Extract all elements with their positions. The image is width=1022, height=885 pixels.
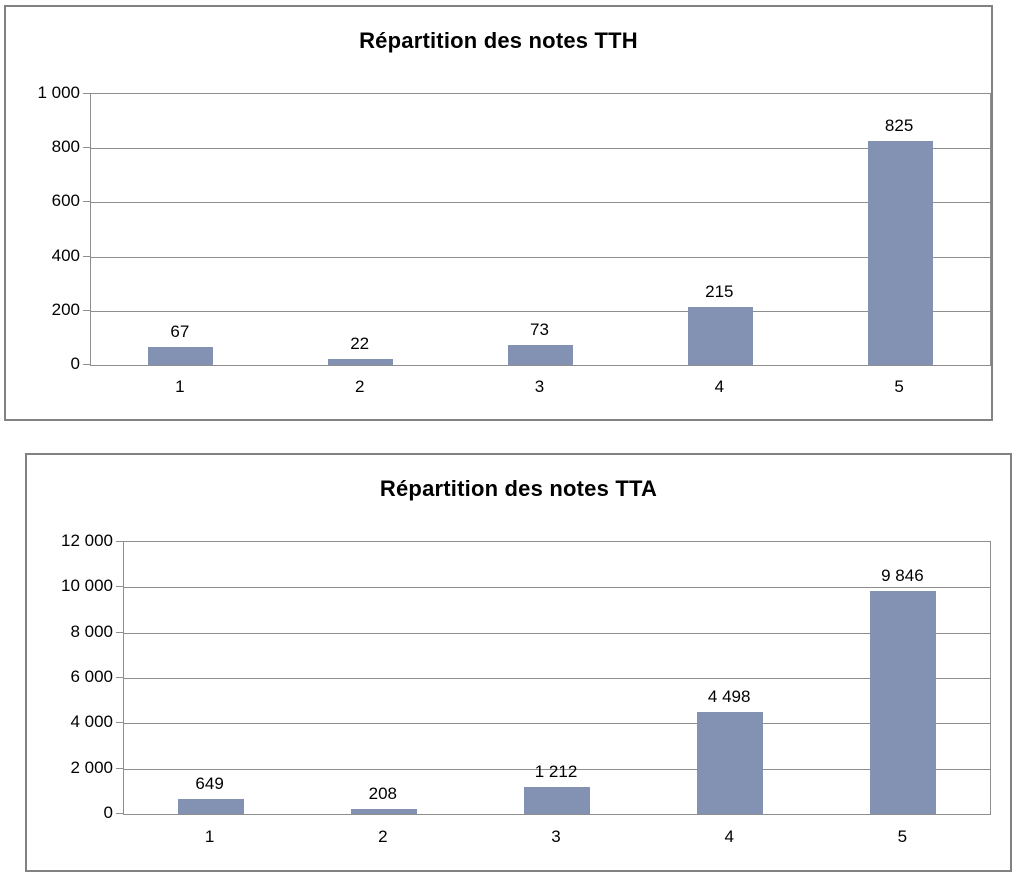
bar (148, 347, 213, 365)
gridline (124, 769, 990, 770)
bar-value-label: 215 (705, 282, 734, 301)
category-label: 1 (175, 377, 185, 396)
bar (524, 787, 590, 814)
gridline (91, 311, 990, 312)
bar (351, 809, 417, 814)
gridline (91, 202, 990, 203)
bar-value-label: 208 (368, 784, 397, 803)
y-tick-label: 600 (51, 191, 80, 210)
bar-value-label: 67 (170, 322, 190, 341)
y-tick-label: 0 (70, 354, 80, 373)
chart-panel-tth: Répartition des notes TTH 1 000 800 600 400… (4, 5, 993, 421)
y-tick-mark (83, 310, 90, 311)
y-tick-mark (83, 93, 90, 94)
bar-value-label: 649 (195, 774, 224, 793)
bar-value-label: 22 (350, 334, 370, 353)
bar-value-label: 73 (530, 320, 549, 339)
bar (697, 712, 763, 814)
y-tick-mark (116, 541, 123, 542)
bar-value-label: 825 (884, 116, 914, 135)
category-label: 2 (378, 827, 388, 846)
category-label: 1 (204, 827, 215, 846)
category-label: 2 (354, 377, 365, 396)
y-tick-label: 200 (51, 300, 80, 319)
y-tick-label: 400 (51, 246, 80, 265)
gridline (124, 633, 990, 634)
category-label: 5 (894, 377, 904, 396)
chart-panel-tta: Répartition des notes TTA 12 000 10 000 8 … (25, 453, 1012, 872)
y-tick-mark (83, 364, 90, 365)
plot-area (90, 93, 991, 366)
y-tick-label: 4 000 (70, 712, 113, 731)
y-tick-mark (116, 677, 123, 678)
gridline (91, 148, 990, 149)
bar-chart-tta: 12 000 10 000 8 000 6 000 4 000 2 000 0 649 1 208… (27, 455, 1010, 870)
bar-value-label: 4 498 (707, 687, 751, 706)
category-label: 5 (897, 827, 908, 846)
category-label: 3 (534, 377, 545, 396)
y-tick-mark (83, 256, 90, 257)
bar (178, 799, 244, 814)
y-tick-label: 0 (103, 803, 113, 822)
bar (328, 359, 393, 365)
chart-title-tth: Répartition des notes TTH (359, 28, 638, 53)
chart-title-tta: Répartition des notes TTA (379, 476, 658, 501)
y-tick-mark (116, 813, 123, 814)
plot-area (123, 541, 991, 815)
category-label: 3 (551, 827, 561, 846)
y-tick-mark (116, 632, 123, 633)
bar (508, 345, 573, 365)
category-label: 4 (724, 827, 734, 846)
y-tick-mark (116, 722, 123, 723)
gridline (124, 678, 990, 679)
bar-value-label: 9 846 (881, 566, 924, 585)
bar (870, 591, 936, 814)
y-tick-label: 8 000 (70, 622, 113, 641)
y-tick-label: 2 000 (70, 758, 113, 777)
y-tick-label: 12 000 (61, 531, 113, 550)
gridline (124, 723, 990, 724)
y-tick-label: 1 000 (37, 83, 80, 102)
bar (868, 141, 933, 365)
y-tick-mark (83, 201, 90, 202)
category-label: 4 (714, 377, 725, 396)
gridline (124, 587, 990, 588)
bar (688, 307, 753, 365)
bar-chart-tth: 1 000 800 600 400 200 0 67 1 22 2 73 3 215 4 825 5 (6, 7, 991, 419)
y-tick-mark (116, 586, 123, 587)
y-tick-label: 800 (51, 137, 80, 156)
y-tick-label: 6 000 (70, 667, 113, 686)
y-tick-label: 10 000 (61, 576, 113, 595)
y-tick-mark (83, 147, 90, 148)
gridline (91, 257, 990, 258)
bar-value-label: 1 212 (534, 762, 578, 781)
y-tick-mark (116, 768, 123, 769)
